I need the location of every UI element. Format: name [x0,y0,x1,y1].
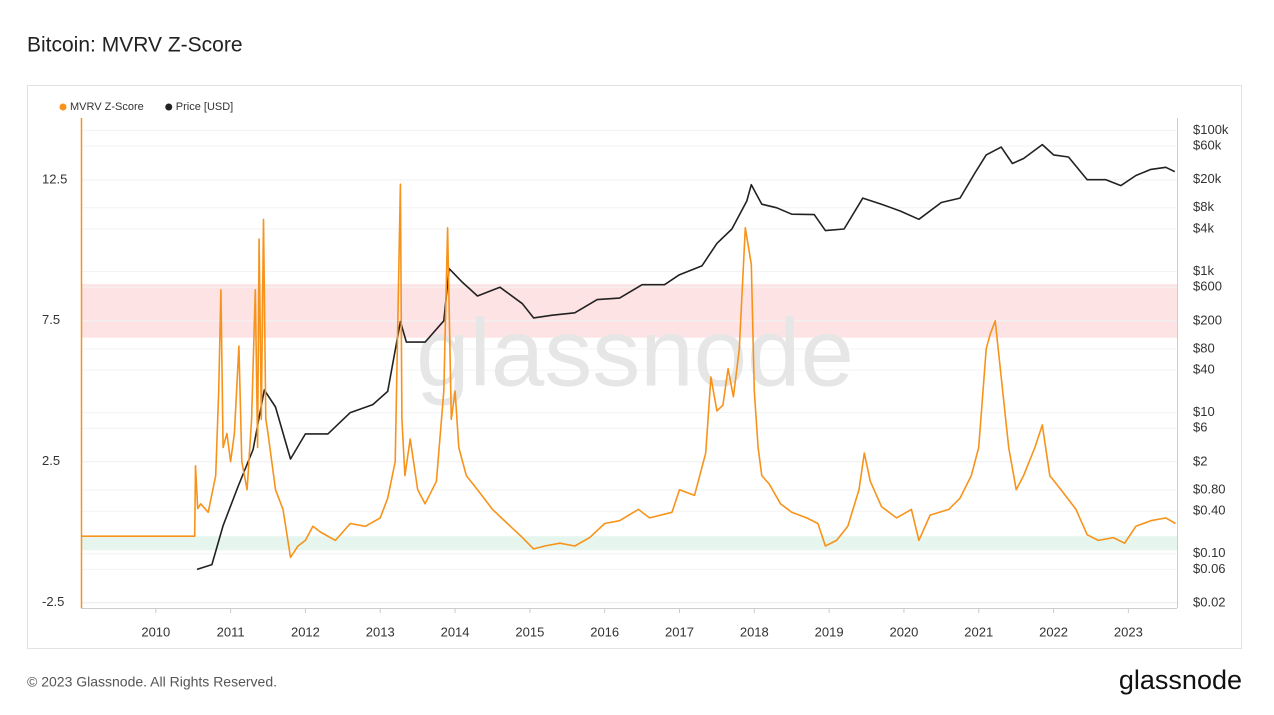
y2-tick-label: $0.02 [1193,594,1226,609]
legend-swatch [59,103,67,111]
legend-label: Price [USD] [176,101,233,113]
y2-tick-label: $20k [1193,171,1222,186]
x-tick-label: 2018 [740,624,769,639]
y2-tick-label: $0.40 [1193,503,1226,518]
x-tick-label: 2016 [590,624,619,639]
legend-swatch [165,103,173,111]
y-tick-label: 7.5 [42,312,60,327]
zone-band [81,536,1177,551]
y2-tick-label: $2 [1193,453,1207,468]
y2-tick-label: $8k [1193,199,1214,214]
logo: glassnode [1119,665,1242,695]
y2-tick-label: $100k [1193,122,1229,137]
y2-tick-label: $60k [1193,138,1222,153]
grid [81,129,1177,604]
x-tick-label: 2015 [515,624,544,639]
y-tick-label: 2.5 [42,453,60,468]
x-tick-label: 2023 [1114,624,1143,639]
x-tick-label: 2017 [665,624,694,639]
x-tick-label: 2022 [1039,624,1068,639]
x-tick-label: 2012 [291,624,320,639]
chart-title: Bitcoin: MVRV Z-Score [27,34,243,57]
marks [81,143,1176,571]
y-tick-label: 12.5 [42,171,67,186]
x-tick-label: 2011 [217,624,245,639]
series-line [81,183,1176,559]
y2-tick-label: $40 [1193,362,1215,377]
y2-tick-label: $4k [1193,220,1214,235]
x-tick-label: 2021 [964,624,993,639]
watermark: glassnode [416,299,854,406]
y2-tick-label: $0.10 [1193,545,1226,560]
y-tick-label: -2.5 [42,594,64,609]
legend-label: MVRV Z-Score [70,101,144,113]
x-tick-label: 2014 [441,624,470,639]
y2-tick-label: $6 [1193,420,1207,435]
x-tick-label: 2013 [366,624,395,639]
footer: © 2023 Glassnode. All Rights Reserved. [27,674,277,690]
x-tick-label: 2019 [815,624,844,639]
y2-tick-label: $1k [1193,263,1214,278]
y2-tick-label: $0.06 [1193,561,1226,576]
y2-tick-label: $80 [1193,340,1215,355]
y2-tick-label: $200 [1193,312,1222,327]
x-tick-label: 2020 [889,624,918,639]
y2-tick-label: $0.80 [1193,481,1226,496]
axes: 12.5 7.5 2.5 -2.5 $100k$60k $20k $8k $4k $1k$600… [42,101,1229,640]
y2-tick-label: $600 [1193,279,1222,294]
y2-tick-label: $10 [1193,404,1215,419]
series-line [196,143,1176,571]
x-tick-label: 2010 [141,624,170,639]
